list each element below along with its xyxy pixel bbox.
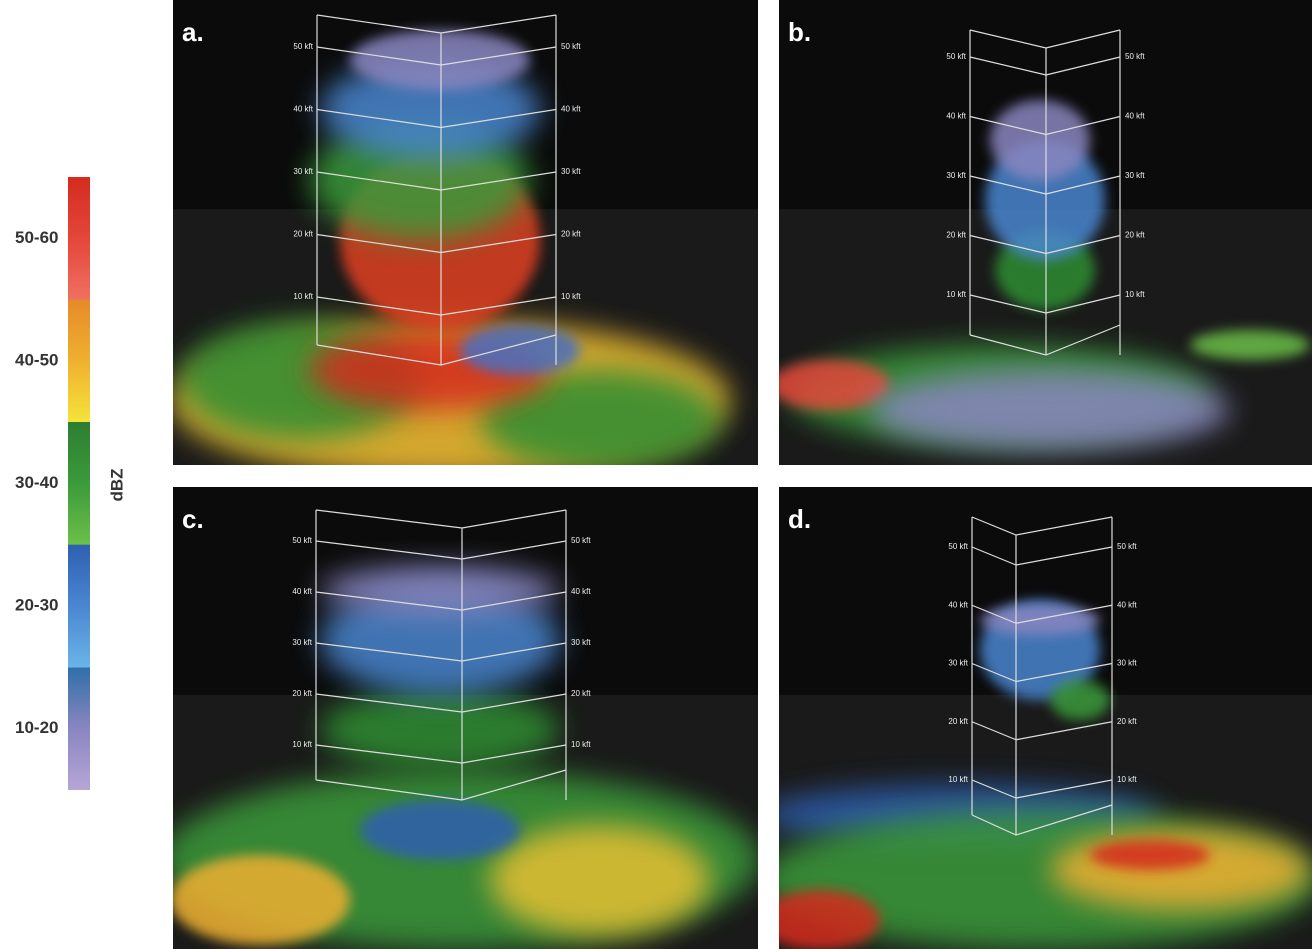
height-label: 10 kft	[571, 740, 591, 749]
height-label: 10 kft	[292, 740, 312, 749]
height-label: 40 kft	[946, 112, 966, 121]
height-label: 20 kft	[948, 717, 968, 726]
echo	[990, 100, 1090, 180]
height-label: 10 kft	[561, 292, 581, 301]
panel-label: d.	[788, 504, 811, 534]
height-label: 30 kft	[946, 171, 966, 180]
height-label: 20 kft	[561, 230, 581, 239]
height-label: 50 kft	[948, 542, 968, 551]
colorbar-label: 20-30	[15, 596, 58, 615]
height-label: 50 kft	[571, 536, 591, 545]
echo	[980, 605, 1100, 635]
panel: 50 kft 50 kft 40 kft 40 kft 30 kft 30 kft 20 k…	[170, 0, 758, 480]
height-label: 50 kft	[1125, 52, 1145, 61]
height-label: 30 kft	[561, 167, 581, 176]
height-label: 20 kft	[1125, 231, 1145, 240]
echo	[770, 360, 890, 410]
echo	[490, 825, 710, 935]
echo	[1190, 330, 1310, 360]
height-label: 10 kft	[293, 292, 313, 301]
echo	[350, 30, 530, 90]
height-label: 40 kft	[292, 587, 312, 596]
height-label: 50 kft	[292, 536, 312, 545]
colorbar-label: 50-60	[15, 228, 58, 247]
height-label: 20 kft	[1117, 717, 1137, 726]
page: {"legend":{"title":"dBZ","ranges":["50-6…	[0, 0, 1312, 949]
echo	[1050, 680, 1110, 720]
height-label: 40 kft	[1125, 112, 1145, 121]
panel: 50 kft 50 kft 40 kft 40 kft 30 kft 30 kft 20 k…	[160, 487, 760, 949]
height-label: 40 kft	[571, 587, 591, 596]
height-label: 30 kft	[571, 638, 591, 647]
height-label: 40 kft	[293, 105, 313, 114]
height-label: 20 kft	[946, 231, 966, 240]
height-label: 40 kft	[948, 600, 968, 609]
height-label: 20 kft	[571, 689, 591, 698]
height-label: 50 kft	[946, 52, 966, 61]
echo	[760, 890, 880, 949]
height-label: 40 kft	[1117, 600, 1137, 609]
height-label: 50 kft	[1117, 542, 1137, 551]
colorbar-title: dBZ	[107, 468, 126, 501]
colorbar-label: 40-50	[15, 350, 58, 369]
height-label: 10 kft	[948, 775, 968, 784]
figure: dBZ 50-6040-5030-4020-3010-2050 kft50 kf…	[0, 0, 1312, 949]
height-label: 30 kft	[948, 659, 968, 668]
echo	[1090, 840, 1210, 870]
echo	[360, 800, 520, 860]
panel: 50 kft 50 kft 40 kft 40 kft 30 kft 30 kft 20 k…	[760, 487, 1312, 949]
echo	[870, 370, 1230, 450]
height-label: 50 kft	[293, 42, 313, 51]
height-label: 30 kft	[1117, 659, 1137, 668]
height-label: 10 kft	[1125, 290, 1145, 299]
panel: 50 kft 50 kft 40 kft 40 kft 30 kft 30 kft 20 k…	[770, 0, 1312, 465]
echo	[1050, 830, 1310, 910]
colorbar-label: 30-40	[15, 473, 58, 492]
colorbar	[68, 177, 90, 790]
panel-label: b.	[788, 17, 811, 47]
panel-label: c.	[182, 504, 204, 534]
height-label: 20 kft	[293, 230, 313, 239]
echo	[460, 325, 580, 375]
height-label: 30 kft	[293, 167, 313, 176]
height-label: 50 kft	[561, 42, 581, 51]
height-label: 10 kft	[946, 290, 966, 299]
echo	[170, 855, 350, 945]
height-label: 10 kft	[1117, 775, 1137, 784]
echo	[320, 690, 560, 770]
panel-label: a.	[182, 17, 204, 47]
height-label: 20 kft	[292, 689, 312, 698]
height-label: 30 kft	[292, 638, 312, 647]
height-label: 40 kft	[561, 105, 581, 114]
colorbar-label: 10-20	[15, 718, 58, 737]
height-label: 30 kft	[1125, 171, 1145, 180]
